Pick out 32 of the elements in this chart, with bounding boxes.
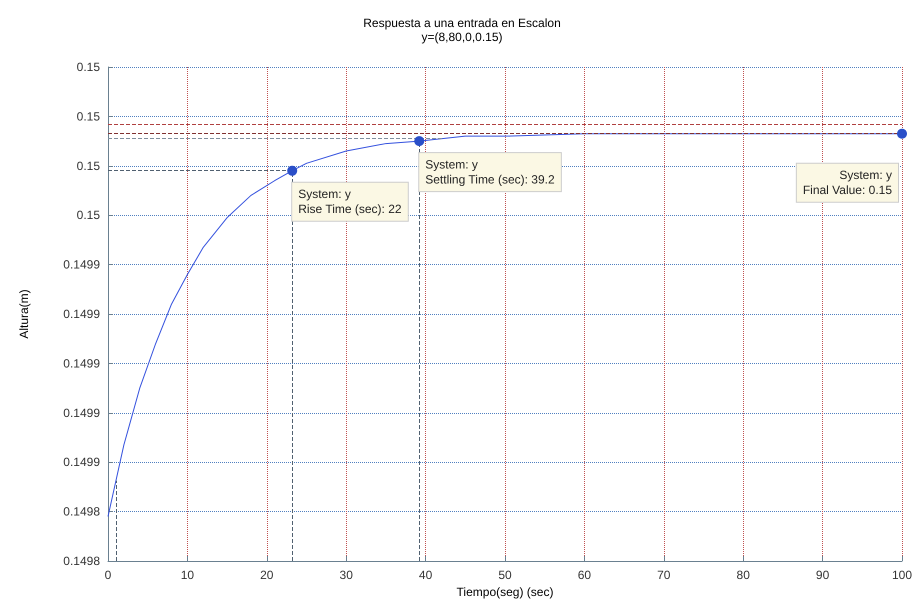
x-tick-label: 60 <box>578 568 592 582</box>
y-tick-label: 0.15 <box>76 158 100 173</box>
y-tick-label: 0.15 <box>76 109 100 124</box>
x-tick-label: 40 <box>418 568 433 582</box>
x-tick-label: 70 <box>657 568 671 582</box>
y-tick-label: 0.1499 <box>63 307 100 321</box>
y-tick-label: 0.1499 <box>63 406 100 420</box>
y-tick-label: 0.15 <box>76 60 100 74</box>
x-tick-label: 100 <box>892 568 912 582</box>
chart-title: Respuesta a una entrada en Escalon <box>363 16 561 30</box>
point <box>414 136 424 146</box>
y-tick-label: 0.1499 <box>63 455 100 470</box>
y-axis-title: Altura(m) <box>17 289 31 339</box>
x-tick-label: 20 <box>260 568 274 582</box>
annotation: System: y Final Value: 0.15 <box>802 168 892 198</box>
y-tick-label: 0.1498 <box>63 504 100 519</box>
y-tick-label: 0.1499 <box>63 356 100 370</box>
annotation: System: y Rise Time (sec): 22 <box>298 187 402 216</box>
point <box>897 128 907 139</box>
annotation: System: y Settling Time (sec): 39.2 <box>425 158 555 187</box>
x-axis-title: Tiempo(seg) (sec) <box>456 584 554 599</box>
y-tick-label: 0.1499 <box>63 258 100 272</box>
y-tick-label: 0.1498 <box>63 554 100 568</box>
x-tick-label: 30 <box>340 568 354 582</box>
y-tick-label: 0.15 <box>76 208 100 222</box>
chart-subtitle: y=(8,80,0,0.15) <box>421 30 503 44</box>
x-tick-label: 50 <box>498 568 512 582</box>
x-tick-label: 80 <box>736 568 750 582</box>
point <box>287 166 298 176</box>
x-tick-label: 10 <box>180 568 194 582</box>
x-tick-label: 90 <box>816 568 830 582</box>
x-tick-label: 0 <box>104 568 112 582</box>
